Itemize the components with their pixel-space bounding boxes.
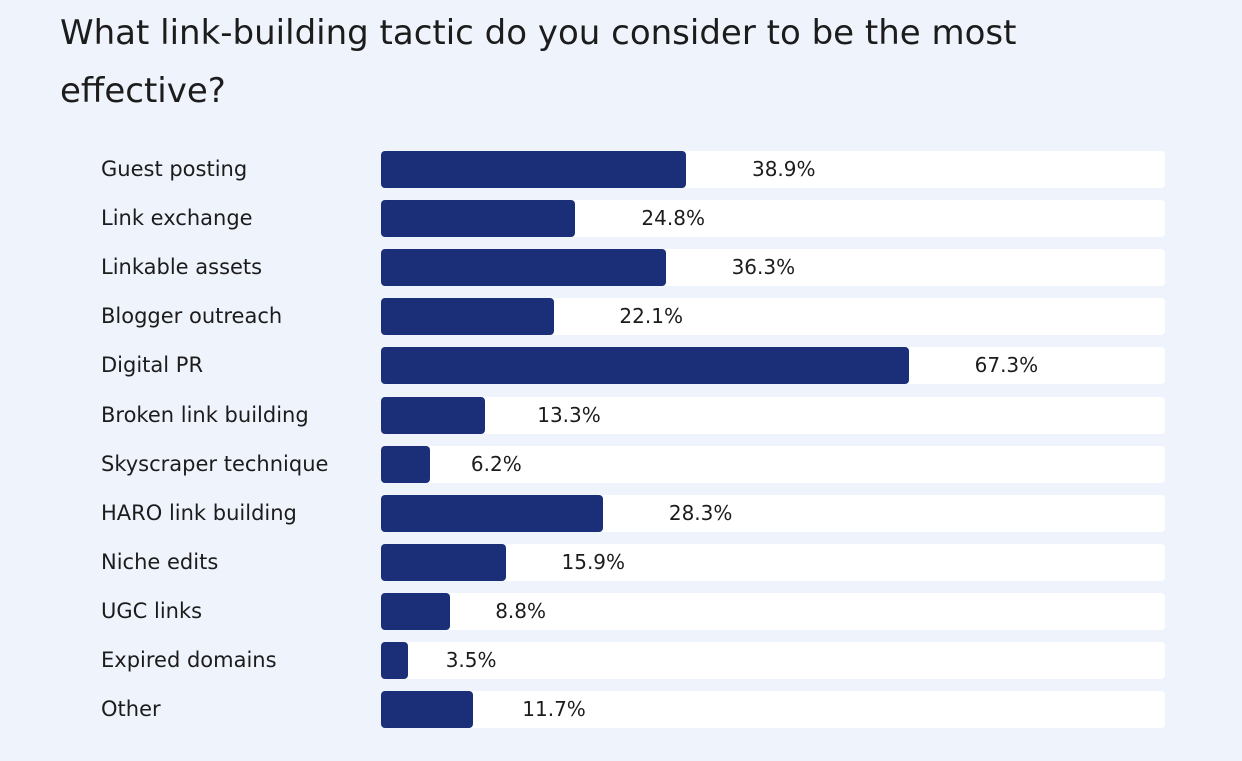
bar — [381, 642, 409, 679]
bar-track: 6.2% — [381, 445, 1165, 483]
bar — [381, 200, 576, 238]
category-label: UGC links — [101, 598, 203, 623]
bar-row: Linkable assets 36.3% — [0, 249, 1242, 287]
value-label: 11.7% — [522, 697, 586, 722]
category-label: Guest posting — [101, 157, 248, 181]
chart-title: What link-building tactic do you conside… — [60, 13, 1017, 111]
category-label: Expired domains — [101, 648, 277, 672]
bar-track: 13.3% — [381, 396, 1165, 434]
bar-track: 38.9% — [381, 151, 1165, 188]
value-label: 67.3% — [974, 353, 1039, 378]
bar-track: 3.5% — [381, 642, 1165, 679]
bar-row: Niche edits 15.9% — [0, 543, 1242, 581]
bar-row: UGC links 8.8% — [0, 592, 1242, 630]
value-label: 8.8% — [495, 598, 546, 623]
bar — [381, 249, 666, 287]
bar-track: 28.3% — [381, 494, 1165, 532]
value-label: 38.9% — [751, 157, 816, 181]
value-label: 24.8% — [641, 206, 705, 231]
bar-track: 67.3% — [381, 347, 1165, 385]
category-label: Niche edits — [101, 549, 219, 574]
bar-track: 24.8% — [381, 200, 1165, 238]
bar — [381, 494, 603, 532]
bar-row: Blogger outreach 22.1% — [0, 298, 1242, 336]
bar — [381, 445, 430, 483]
bar — [381, 691, 473, 729]
value-label: 13.3% — [537, 402, 601, 427]
bar — [381, 151, 686, 188]
category-label: Blogger outreach — [101, 304, 283, 329]
bar-row: Digital PR 67.3% — [0, 347, 1242, 385]
bar-row: Guest posting 38.9% — [0, 151, 1242, 188]
bar-track: 22.1% — [381, 298, 1165, 336]
bar — [381, 543, 506, 581]
bar — [381, 298, 555, 336]
value-label: 15.9% — [561, 549, 626, 574]
bar-row: Broken link building 13.3% — [0, 396, 1242, 434]
category-label: Skyscraper technique — [101, 451, 329, 476]
value-label: 6.2% — [470, 451, 522, 476]
bar-row: Link exchange 24.8% — [0, 200, 1242, 238]
bar-track: 36.3% — [381, 249, 1165, 287]
bar — [381, 347, 909, 385]
bar-track: 8.8% — [381, 592, 1165, 630]
bar-track: 11.7% — [381, 691, 1165, 729]
value-label: 22.1% — [619, 304, 683, 329]
value-label: 28.3% — [668, 500, 733, 525]
category-label: Broken link building — [101, 402, 309, 427]
value-label: 3.5% — [445, 648, 497, 672]
bar — [381, 396, 486, 434]
category-label: Digital PR — [101, 353, 204, 378]
bar-row: Expired domains 3.5% — [0, 642, 1242, 679]
bar-track: 15.9% — [381, 543, 1165, 581]
value-label: 36.3% — [731, 255, 796, 280]
bar — [381, 592, 450, 630]
bar-row: Other 11.7% — [0, 691, 1242, 729]
category-label: HARO link building — [101, 500, 297, 525]
bar-row: Skyscraper technique 6.2% — [0, 445, 1242, 483]
bar-row: HARO link building 28.3% — [0, 494, 1242, 532]
category-label: Link exchange — [101, 206, 253, 231]
category-label: Linkable assets — [101, 255, 263, 280]
category-label: Other — [101, 697, 161, 722]
